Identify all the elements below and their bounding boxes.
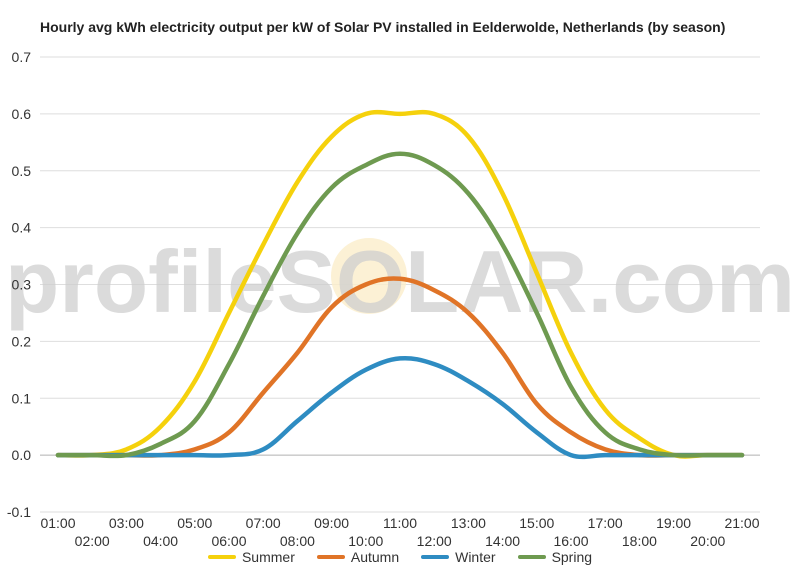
watermark: profileSOLAR.com — [5, 232, 795, 331]
x-tick-label-0: 01:00 — [40, 515, 75, 531]
legend-label: Summer — [241, 549, 295, 565]
x-tick-label-17: 18:00 — [622, 533, 657, 549]
legend-swatch — [316, 555, 345, 559]
y-tick-label-2: 0.1 — [12, 390, 32, 406]
legend-swatch — [421, 555, 450, 559]
x-tick-label-12: 13:00 — [451, 515, 486, 531]
series-line-summer — [55, 109, 745, 459]
y-tick-label-0: -0.1 — [7, 504, 31, 520]
y-axis-ticks: -0.1 0.0 0.1 0.2 0.3 0.4 0.5 0.6 0.7 — [7, 49, 31, 520]
x-tick-label-19: 20:00 — [690, 533, 725, 549]
legend-item-autumn[interactable]: Autumn — [316, 549, 400, 565]
y-tick-label-6: 0.5 — [12, 163, 32, 179]
legend-item-spring[interactable]: Spring — [517, 549, 593, 565]
x-tick-label-6: 07:00 — [246, 515, 281, 531]
x-tick-label-16: 17:00 — [588, 515, 623, 531]
legend-swatch — [207, 555, 236, 559]
x-tick-label-4: 05:00 — [177, 515, 212, 531]
x-tick-label-2: 03:00 — [109, 515, 144, 531]
legend-item-winter[interactable]: Winter — [421, 549, 496, 565]
x-tick-label-18: 19:00 — [656, 515, 691, 531]
y-tick-label-1: 0.0 — [12, 447, 32, 463]
y-tick-label-8: 0.7 — [12, 49, 32, 65]
y-tick-label-3: 0.2 — [12, 333, 32, 349]
legend: Summer Autumn Winter Spring — [0, 549, 800, 565]
x-tick-label-3: 04:00 — [143, 533, 178, 549]
x-tick-label-5: 06:00 — [211, 533, 246, 549]
legend-label: Winter — [455, 549, 496, 565]
series-lines — [55, 109, 745, 460]
y-tick-label-4: 0.3 — [12, 277, 32, 293]
chart-title: Hourly avg kWh electricity output per kW… — [40, 19, 726, 35]
series-line-winter — [55, 355, 745, 460]
legend-label: Spring — [551, 549, 593, 565]
legend-label: Autumn — [350, 549, 400, 565]
x-tick-label-10: 11:00 — [383, 515, 417, 531]
x-tick-label-1: 02:00 — [75, 533, 110, 549]
x-tick-label-9: 10:00 — [348, 533, 383, 549]
x-tick-label-14: 15:00 — [519, 515, 554, 531]
y-tick-label-5: 0.4 — [12, 220, 32, 236]
x-tick-label-15: 16:00 — [553, 533, 588, 549]
x-tick-label-11: 12:00 — [417, 533, 452, 549]
x-tick-label-7: 08:00 — [280, 533, 315, 549]
series-line-spring — [55, 151, 745, 459]
y-tick-label-7: 0.6 — [12, 106, 32, 122]
x-tick-label-20: 21:00 — [724, 515, 759, 531]
legend-item-summer[interactable]: Summer — [207, 549, 295, 565]
x-tick-label-13: 14:00 — [485, 533, 520, 549]
legend-swatch — [517, 555, 546, 559]
x-tick-label-8: 09:00 — [314, 515, 349, 531]
watermark-text: profileSOLAR.com — [5, 232, 795, 331]
